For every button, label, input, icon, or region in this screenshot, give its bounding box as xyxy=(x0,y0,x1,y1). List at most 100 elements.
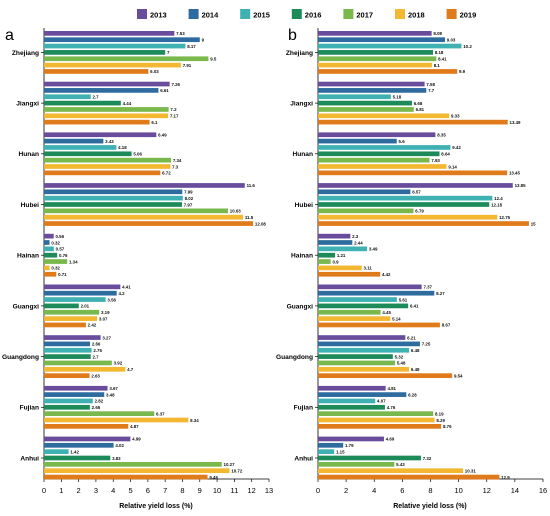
bar-fujian-2019 xyxy=(44,424,129,429)
bar-fujian-2017 xyxy=(44,411,155,416)
data-label-fujian-2019: 4.87 xyxy=(130,424,139,429)
category-label-jiangxi: Jiangxi xyxy=(290,101,313,108)
bar-hubei-2019 xyxy=(318,221,529,226)
legend-swatch-2019 xyxy=(446,9,457,19)
x-tick-label: 9 xyxy=(198,486,202,495)
bar-jiangxi-2015 xyxy=(318,94,391,100)
bar-hainan-2019 xyxy=(318,271,381,277)
bar-fujian-2017 xyxy=(318,411,434,416)
data-label-zhejiang-2016: 8.18 xyxy=(435,50,444,55)
x-axis-label: Relative yield loss (%) xyxy=(393,503,467,510)
data-label-fujian-2014: 3.48 xyxy=(106,392,115,397)
bar-hunan-2019 xyxy=(318,170,508,176)
data-label-hainan-2014: 0.32 xyxy=(51,240,60,245)
data-label-hubei-2016: 12.18 xyxy=(491,202,503,207)
category-label-jiangxi: Jiangxi xyxy=(16,101,39,108)
bar-hainan-2015 xyxy=(44,246,54,252)
bar-hubei-2014 xyxy=(44,189,183,195)
category-label-zhejiang: Zhejiang xyxy=(12,50,39,57)
bar-hunan-2016 xyxy=(44,151,132,157)
data-label-hainan-2019: 4.42 xyxy=(382,272,391,277)
bar-fujian-2015 xyxy=(318,398,376,404)
bar-hainan-2019 xyxy=(44,271,57,277)
category-label-guangxi: Guangxi xyxy=(13,303,40,310)
category-label-anhui: Anhui xyxy=(20,455,39,462)
bar-fujian-2019 xyxy=(318,424,442,429)
data-label-zhejiang-2013: 8.08 xyxy=(433,31,442,36)
bar-guangxi-2017 xyxy=(318,309,381,315)
bar-anhui-2019 xyxy=(318,474,500,480)
bar-hubei-2015 xyxy=(44,195,183,201)
legend: 2013 2014 2015 2016 2017 2018 2019 xyxy=(137,9,476,20)
data-label-guangxi-2014: 8.27 xyxy=(436,291,445,296)
data-label-guangdong-2016: 2.7 xyxy=(93,354,100,359)
data-label-anhui-2018: 10.31 xyxy=(465,468,477,473)
bar-anhui-2015 xyxy=(44,449,69,454)
data-label-fujian-2013: 3.67 xyxy=(109,386,118,391)
data-label-zhejiang-2015: 8.17 xyxy=(187,44,196,49)
bar-jiangxi-2016 xyxy=(318,100,412,106)
data-label-zhejiang-2013: 7.53 xyxy=(176,31,185,36)
data-label-zhejiang-2014: 9 xyxy=(202,37,205,42)
bar-fujian-2015 xyxy=(44,398,93,404)
x-tick-label: 2 xyxy=(344,486,348,495)
bar-jiangxi-2018 xyxy=(44,113,169,119)
bar-hunan-2016 xyxy=(318,151,440,157)
bar-hubei-2017 xyxy=(44,208,228,214)
bar-hainan-2013 xyxy=(44,233,54,239)
data-label-zhejiang-2018: 7.91 xyxy=(183,63,192,68)
data-label-hunan-2015: 4.18 xyxy=(118,145,127,150)
data-label-jiangxi-2018: 9.33 xyxy=(451,114,460,119)
panel-label-b: b xyxy=(288,27,297,44)
bar-hubei-2014 xyxy=(318,189,411,195)
x-tick-label: 6 xyxy=(400,486,404,495)
bar-hainan-2018 xyxy=(318,265,362,271)
data-label-anhui-2019: 9.45 xyxy=(209,475,218,480)
bar-hubei-2015 xyxy=(318,195,493,201)
x-tick-label: 11 xyxy=(230,486,238,495)
data-label-fujian-2017: 8.19 xyxy=(435,411,444,416)
data-label-hainan-2016: 0.76 xyxy=(59,253,68,258)
category-label-guangdong: Guangdong xyxy=(2,354,39,361)
data-label-anhui-2013: 4.69 xyxy=(386,437,395,442)
data-label-anhui-2016: 7.32 xyxy=(423,456,432,461)
data-label-hunan-2018: 9.14 xyxy=(448,164,457,169)
bar-anhui-2014 xyxy=(44,442,114,448)
legend-swatch-2016 xyxy=(291,9,302,19)
bar-zhejiang-2016 xyxy=(44,50,166,55)
bar-anhui-2016 xyxy=(318,455,421,461)
bar-hunan-2018 xyxy=(44,164,171,169)
data-label-hubei-2016: 7.97 xyxy=(184,202,193,207)
data-label-jiangxi-2016: 6.68 xyxy=(414,101,423,106)
bar-hainan-2016 xyxy=(44,252,58,258)
bar-anhui-2017 xyxy=(318,462,395,467)
bar-guangdong-2018 xyxy=(318,366,410,372)
bar-jiangxi-2017 xyxy=(44,107,169,112)
bar-guangxi-2014 xyxy=(44,290,117,296)
data-label-jiangxi-2014: 6.61 xyxy=(160,88,169,93)
bar-anhui-2019 xyxy=(44,474,208,480)
bar-anhui-2015 xyxy=(318,449,335,454)
bar-anhui-2014 xyxy=(318,442,344,448)
data-label-hunan-2016: 5.06 xyxy=(133,152,142,157)
data-label-jiangxi-2017: 6.81 xyxy=(416,107,425,112)
data-label-zhejiang-2019: 6.03 xyxy=(150,69,159,74)
x-tick-label: 5 xyxy=(128,486,132,495)
bar-guangdong-2014 xyxy=(44,341,91,347)
data-label-fujian-2016: 2.65 xyxy=(92,405,101,410)
x-tick-label: 4 xyxy=(111,486,115,495)
legend-swatch-2018 xyxy=(395,9,405,19)
bar-hainan-2016 xyxy=(318,252,336,258)
data-label-fujian-2015: 4.07 xyxy=(377,399,386,404)
category-label-hubei: Hubei xyxy=(21,202,39,209)
data-label-hubei-2017: 10.63 xyxy=(230,209,242,214)
x-tick-label: 0 xyxy=(316,486,320,495)
x-tick-label: 14 xyxy=(511,486,519,495)
x-tick-label: 2 xyxy=(77,486,81,495)
bar-hainan-2015 xyxy=(318,246,368,252)
bar-zhejiang-2015 xyxy=(44,43,186,49)
data-label-guangdong-2018: 4.7 xyxy=(127,367,134,372)
x-tick-label: 1 xyxy=(59,486,63,495)
category-label-hubei: Hubei xyxy=(295,202,313,209)
